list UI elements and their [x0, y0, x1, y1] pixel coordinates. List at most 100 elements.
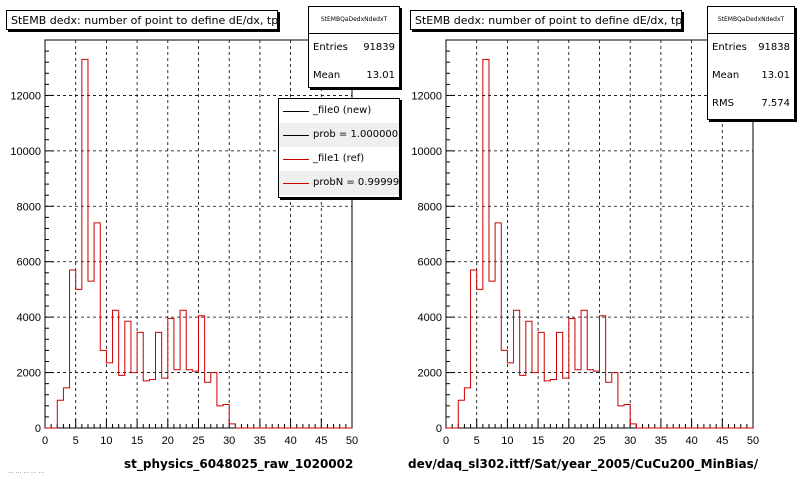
histogram-bin: [538, 332, 544, 428]
histogram-bin: [458, 400, 464, 428]
histogram-bin: [76, 289, 82, 428]
histogram-bin: [600, 316, 606, 428]
y-tick-label: 10000: [411, 146, 442, 158]
histogram-bin: [471, 270, 477, 428]
y-tick-label: 2000: [17, 368, 41, 380]
histogram-bin: [63, 388, 69, 428]
histogram-bin: [156, 332, 162, 428]
legend-entry-file0: _file0 (new): [279, 99, 399, 123]
legend-label: probN = 0.999995: [313, 177, 400, 188]
y-tick-label: 6000: [17, 257, 41, 269]
histogram-bin: [581, 310, 587, 428]
stats-mean-label: Mean: [313, 70, 341, 81]
x-tick-label: 25: [192, 435, 204, 447]
histogram-bin: [192, 371, 198, 428]
histogram-bin: [94, 223, 100, 428]
stats-mean-row-right: Mean 13.01: [708, 62, 794, 90]
legend-line-red: [283, 159, 309, 160]
histogram-bin: [113, 310, 119, 428]
histogram-bin: [180, 310, 186, 428]
x-tick-label: 20: [563, 435, 575, 447]
y-tick-label: 8000: [418, 201, 442, 213]
histogram-bin: [168, 319, 174, 428]
histogram-bin: [587, 370, 593, 428]
histogram-bin: [186, 370, 192, 428]
histogram-bin: [618, 406, 624, 428]
legend-line-red: [283, 183, 309, 184]
x-tick-label: 50: [747, 435, 759, 447]
stats-entries-row-left: Entries 91839: [309, 34, 399, 62]
x-tick-label: 10: [501, 435, 513, 447]
histogram-bin: [563, 378, 569, 428]
histogram-plot-left: 0 5 10 15 20 25 30 35 40 45 50 0 2000 4000 6000 8000 100…: [10, 39, 358, 447]
x-tick-label: 40: [284, 435, 296, 447]
legend-label: _file1 (ref): [313, 153, 365, 164]
x-tick-label: 5: [73, 435, 79, 447]
histogram-bin: [612, 373, 618, 428]
stats-mean-row-left: Mean 13.01: [309, 62, 399, 90]
histogram-bin: [464, 388, 470, 428]
histogram-bin: [137, 332, 143, 428]
legend-line-black: [283, 111, 309, 112]
legend-line-black: [283, 135, 309, 136]
histogram-bin: [624, 404, 630, 428]
stats-entries-row-right: Entries 91838: [708, 34, 794, 62]
x-tick-label: 25: [593, 435, 605, 447]
legend-entry-prob: prob = 1.000000: [279, 123, 399, 147]
x-tick-label: 5: [474, 435, 480, 447]
histogram-bin: [106, 363, 112, 428]
histogram-bin: [489, 281, 495, 428]
histogram-bin: [143, 381, 149, 428]
legend-label: _file0 (new): [313, 105, 372, 116]
histogram-bin: [630, 424, 636, 428]
histogram-bin: [544, 381, 550, 428]
legend-entry-file1: _file1 (ref): [279, 147, 399, 171]
stats-box-left: StEMBQaDedxNdedxT Entries 91839 Mean 13.…: [308, 6, 400, 88]
histogram-bin: [199, 316, 205, 428]
histogram-bin: [57, 400, 63, 428]
stats-name-left: StEMBQaDedxNdedxT: [309, 7, 399, 34]
histogram-bin: [205, 382, 211, 428]
stats-entries-value: 91839: [363, 42, 395, 53]
stats-name-right: StEMBQaDedxNdedxT: [708, 7, 794, 34]
chart-title-right: StEMB dedx: number of point to define dE…: [410, 10, 682, 30]
stats-mean-value: 13.01: [761, 70, 790, 81]
x-axis-title-left: st_physics_6048025_raw_1020002: [124, 457, 354, 471]
histogram-bin: [526, 321, 532, 428]
histogram-bin: [550, 380, 556, 429]
y-tick-label: 8000: [17, 201, 41, 213]
histogram-bin: [520, 375, 526, 428]
stats-mean-value: 13.01: [366, 70, 395, 81]
x-tick-label: 35: [254, 435, 266, 447]
y-tick-label: 2000: [418, 368, 442, 380]
x-tick-label: 10: [100, 435, 112, 447]
histogram-panel-right: 0 5 10 15 20 25 30 35 40 45 50 0 2000 4000 6000 8000 100…: [400, 0, 800, 480]
stats-rms-row-right: RMS 7.574: [708, 90, 794, 118]
histogram-bin: [211, 373, 217, 428]
histogram-bin: [495, 223, 501, 428]
histogram-bin: [174, 370, 180, 428]
y-tick-label: 0: [35, 423, 41, 435]
histogram-bin: [229, 424, 235, 428]
x-tick-label: 15: [532, 435, 544, 447]
stats-rms-label: RMS: [712, 98, 734, 109]
x-tick-label: 0: [42, 435, 48, 447]
x-tick-label: 50: [346, 435, 358, 447]
x-tick-label: 20: [162, 435, 174, 447]
legend-label: prob = 1.000000: [313, 129, 399, 140]
histogram-bin: [149, 380, 155, 429]
stats-box-right: StEMBQaDedxNdedxT Entries 91838 Mean 13.…: [707, 6, 795, 120]
x-tick-label: 30: [624, 435, 636, 447]
x-tick-label: 30: [223, 435, 235, 447]
x-tick-label: 15: [131, 435, 143, 447]
histogram-bin: [70, 270, 76, 428]
stats-entries-label: Entries: [712, 42, 747, 53]
histogram-bin: [82, 59, 88, 428]
histogram-bin: [477, 289, 483, 428]
legend-box: _file0 (new) prob = 1.000000 _file1 (ref…: [278, 98, 400, 198]
y-tick-label: 4000: [17, 312, 41, 324]
stats-mean-label: Mean: [712, 70, 740, 81]
y-tick-label: 12000: [10, 90, 41, 102]
histogram-bin: [217, 406, 223, 428]
y-tick-label: 12000: [411, 90, 442, 102]
